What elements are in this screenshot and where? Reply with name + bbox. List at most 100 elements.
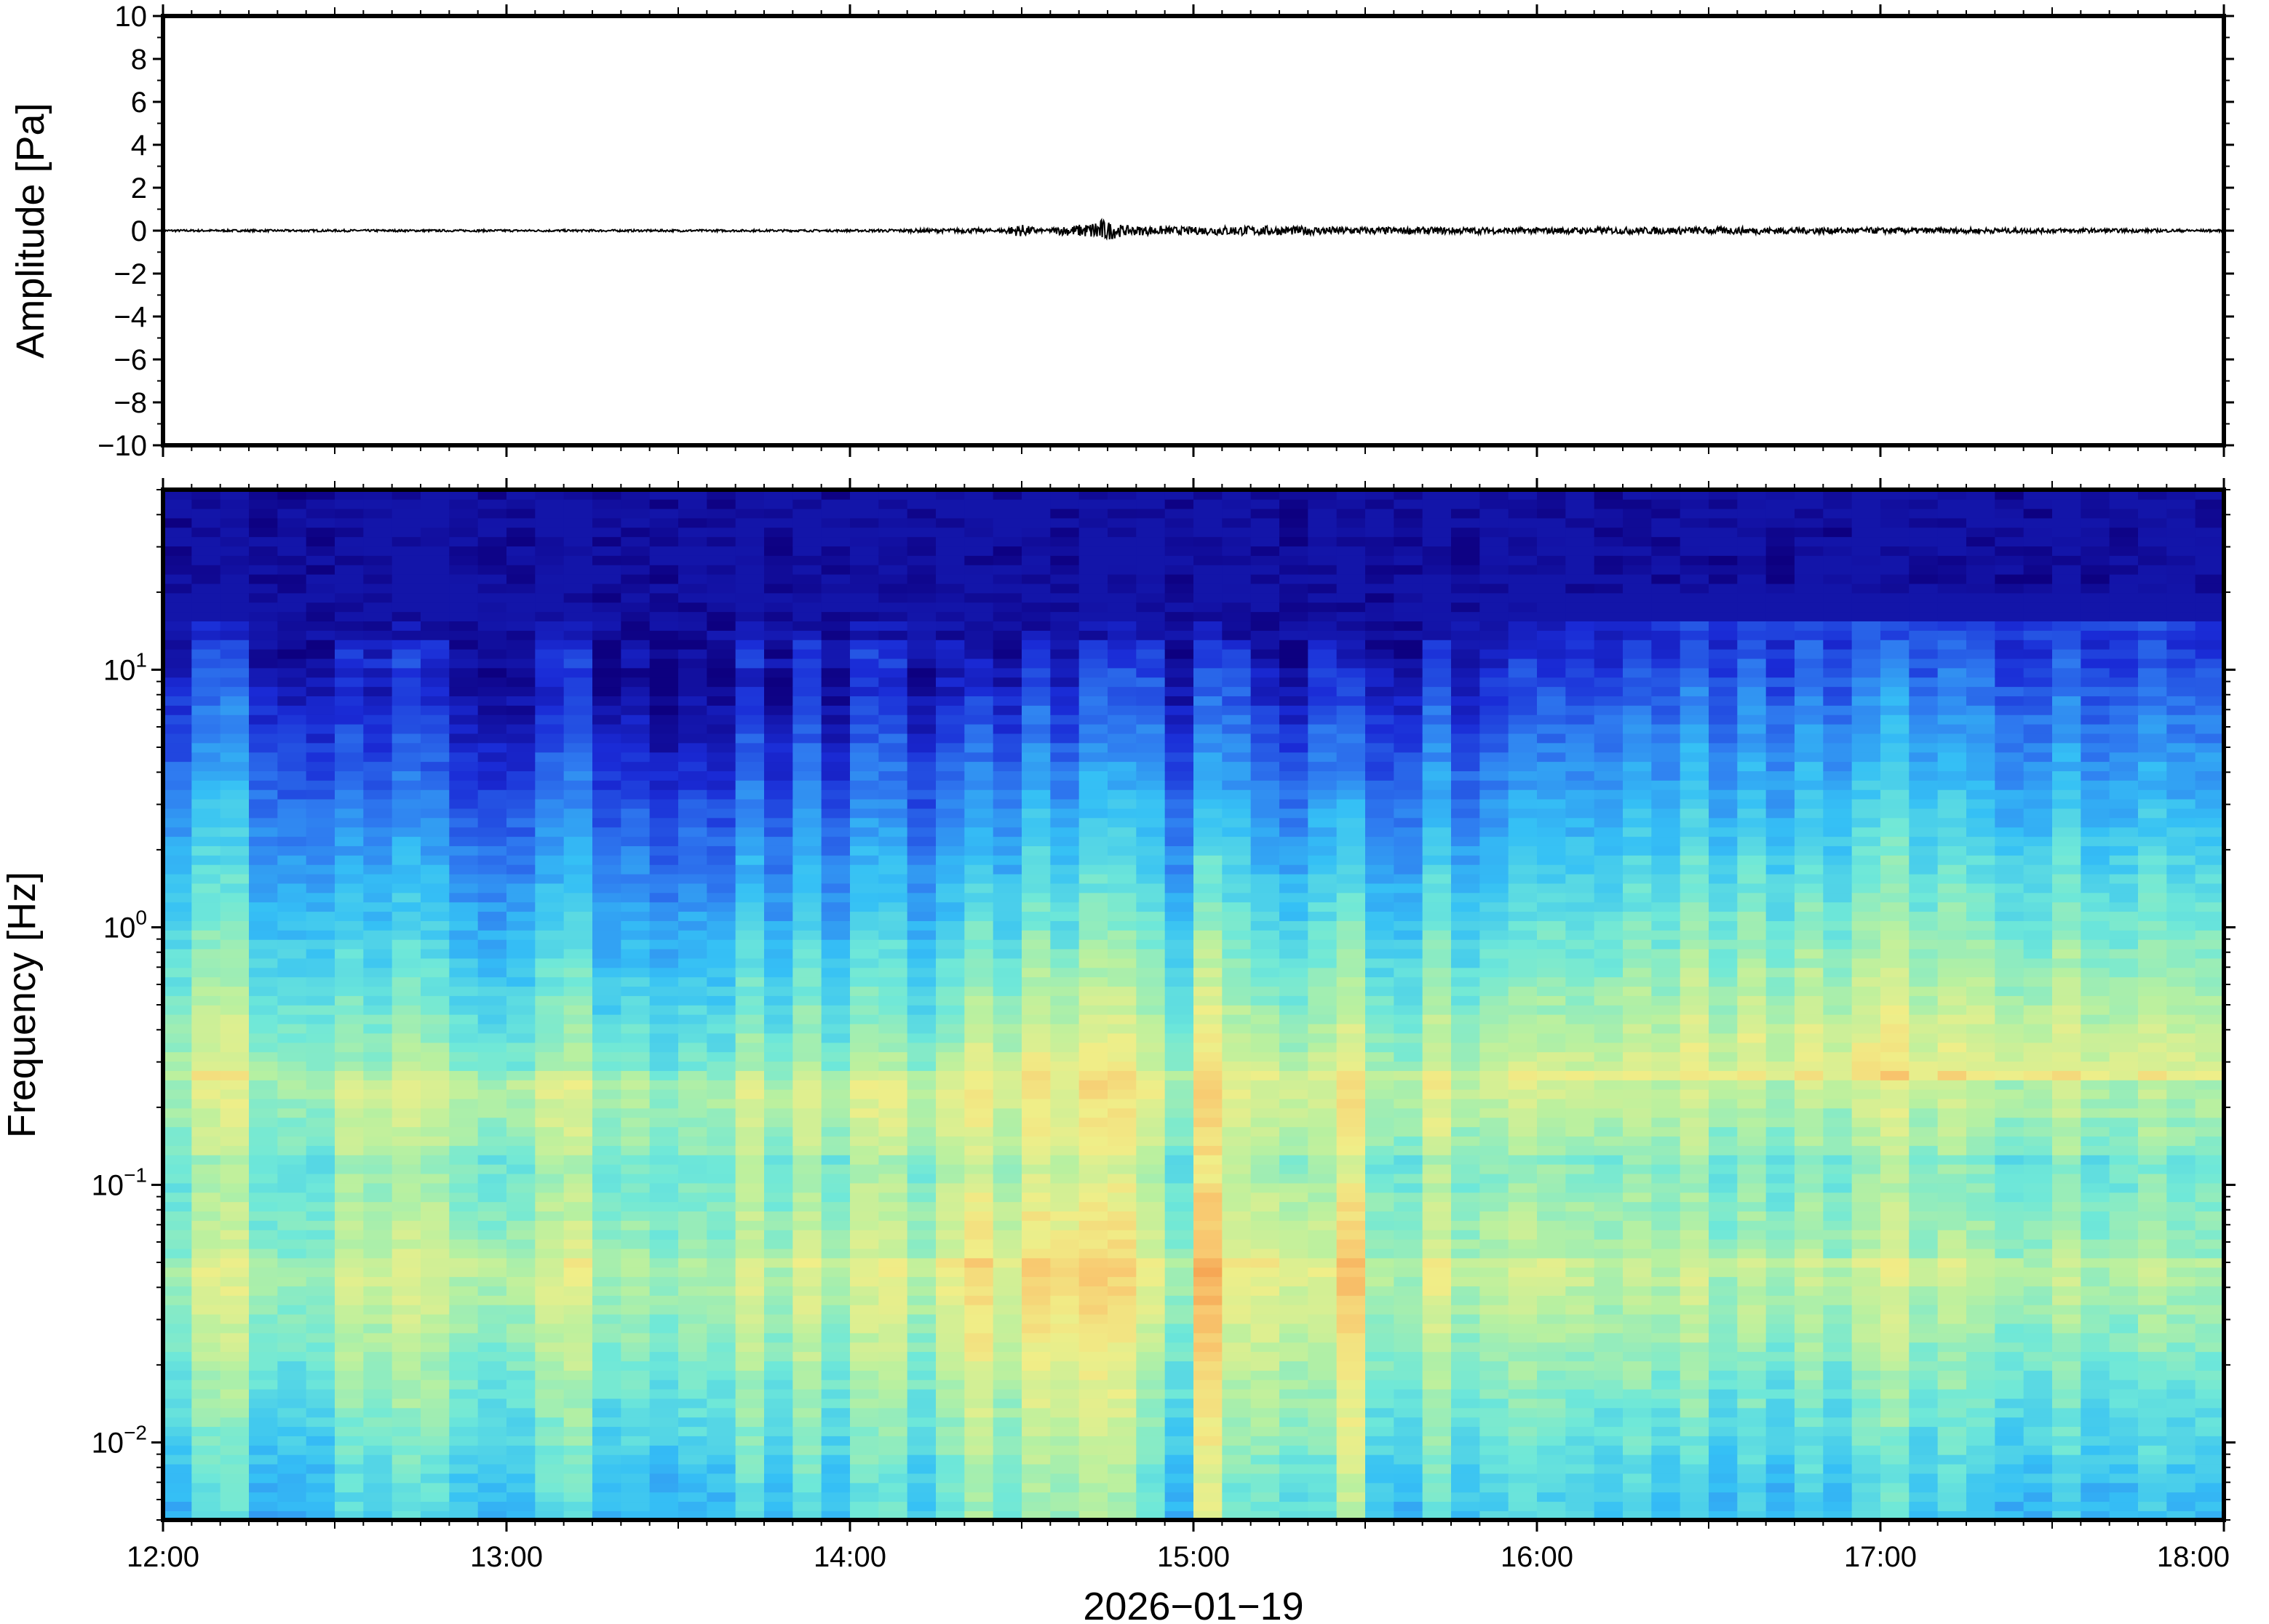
spectrogram-cell [449,1492,479,1502]
spectrogram-cell [1193,696,1223,706]
spectrogram-cell [1164,498,1194,509]
spectrogram-cell [277,1163,307,1174]
spectrogram-cell [850,508,880,519]
spectrogram-cell [1394,995,1423,1006]
spectrogram-cell [392,771,421,781]
spectrogram-cell [1308,1023,1338,1034]
spectrogram-cell [1336,1088,1366,1099]
spectrogram-cell [707,911,736,921]
spectrogram-cell [1279,798,1309,809]
spectrogram-cell [735,667,765,678]
spectrogram-cell [249,1445,279,1455]
spectrogram-cell [421,845,450,856]
spectrogram-cell [1136,498,1166,509]
spectrogram-cell [621,705,651,715]
spectrogram-cell [535,1061,565,1071]
spectrogram-cell [792,1482,822,1493]
spectrogram-cell [277,1154,307,1165]
spectrogram-cell [678,723,708,734]
spectrogram-cell [792,855,822,865]
spectrogram-cell [1279,1304,1309,1315]
spectrogram-cell [1108,958,1137,968]
spectrogram-cell [1193,1032,1223,1043]
spectrogram-cell [678,1323,708,1334]
spectrogram-cell [477,630,507,640]
spectrogram-cell [1250,1117,1280,1128]
spectrogram-cell [1250,1192,1280,1203]
spectrogram-cell [907,602,937,613]
spectrogram-cell [1108,1426,1137,1436]
spectrogram-cell [1336,1436,1366,1446]
spectrogram-cell [249,555,279,565]
spectrogram-cell [1164,976,1194,987]
spectrogram-cell [907,639,937,650]
spectrogram-cell [1164,1145,1194,1155]
spectrogram-cell [477,1454,507,1465]
spectrogram-cell [363,976,393,987]
spectrogram-cell [563,630,593,640]
spectrogram-cell [735,873,765,884]
spectrogram-cell [363,1351,393,1361]
spectrogram-cell [735,1070,765,1080]
spectrogram-cell [477,1342,507,1353]
spectrogram-cell [449,621,479,631]
spectrogram-cell [477,1370,507,1380]
spectrogram-cell [621,490,651,500]
spectrogram-cell [477,490,507,500]
spectrogram-cell [964,911,994,921]
spectrogram-cell [649,1042,679,1053]
spectrogram-cell [1336,1463,1366,1474]
spectrogram-cell [477,1107,507,1118]
spectrogram-cell [707,1351,736,1361]
spectrogram-cell [649,677,679,688]
spectrogram-cell [764,958,794,968]
spectrogram-cell [993,1361,1022,1371]
spectrogram-cell [477,1032,507,1043]
spectrogram-cell [506,498,536,509]
spectrogram-cell [1136,761,1166,771]
spectrogram-cell [1336,1042,1366,1053]
spectrogram-cell [678,517,708,528]
spectrogram-cell [1022,714,1052,725]
spectrogram-cell [850,883,880,893]
spectrogram-cell [1279,611,1309,622]
spectrogram-cell [878,1388,908,1399]
spectrogram-cell [764,1005,794,1015]
spectrogram-cell [993,1126,1022,1137]
spectrogram-cell [1022,508,1052,519]
spectrogram-cell [993,564,1022,575]
spectrogram-cell [335,1182,365,1193]
spectrogram-cell [335,1351,365,1361]
spectrogram-cell [621,1304,651,1315]
spectrogram-cell [306,1351,335,1361]
spectrogram-cell [1136,705,1166,715]
spectrogram-cell [335,1238,365,1249]
spectrogram-cell [1365,1229,1395,1240]
spectrogram-cell [277,667,307,678]
spectrogram-cell [649,536,679,547]
spectrogram-cell [1078,901,1108,912]
spectrogram-cell [907,1229,937,1240]
spectrogram-cell [907,1351,937,1361]
spectrogram-cell [421,1182,450,1193]
spectrogram-cell [335,498,365,509]
spectrogram-cell [449,658,479,669]
spectrogram-cell [220,733,250,744]
spectrogram-cell [563,1501,593,1511]
spectrogram-cell [621,976,651,987]
spectrogram-cell [1164,1005,1194,1015]
spectrogram-cell [792,677,822,688]
spectrogram-cell [936,1388,966,1399]
spectrogram-cell [707,714,736,725]
spectrogram-cell [621,771,651,781]
spectrogram-cell [964,901,994,912]
spectrogram-cell [764,1332,794,1343]
spectrogram-cell [506,1079,536,1090]
spectrogram-cell [449,583,479,594]
spectrogram-cell [792,1201,822,1211]
spectrogram-cell [449,883,479,893]
spectrogram-cell [735,1436,765,1446]
spectrogram-cell [936,1061,966,1071]
spectrogram-cell [477,1201,507,1211]
spectrogram-cell [220,686,250,696]
